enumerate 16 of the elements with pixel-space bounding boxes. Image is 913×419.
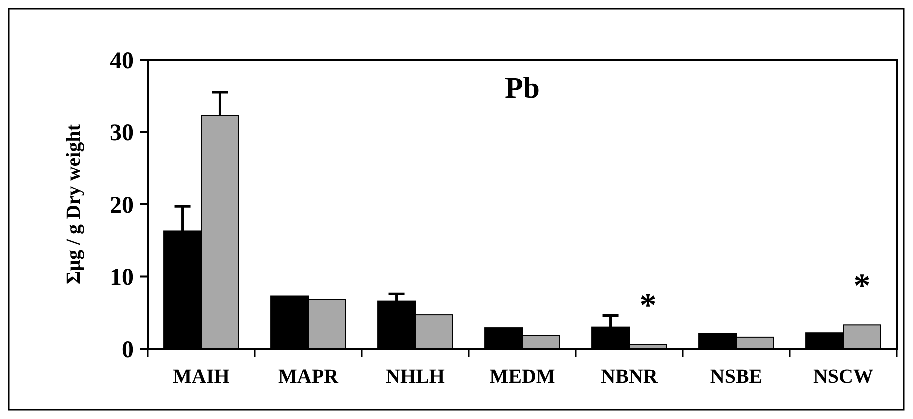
y-tick-label: 0 bbox=[122, 337, 134, 364]
y-tick-label: 10 bbox=[110, 265, 134, 292]
x-tick-label: MEDM bbox=[490, 366, 556, 388]
x-tick-label: NBNR bbox=[601, 366, 658, 388]
x-tick-label: NSBE bbox=[710, 366, 763, 388]
y-tick-label: 40 bbox=[110, 48, 134, 74]
y-tick-label: 20 bbox=[110, 192, 134, 219]
y-axis-title: Σμg / g Dry weight bbox=[63, 124, 85, 284]
annotation: * bbox=[854, 268, 871, 306]
x-tick-label: NSCW bbox=[813, 366, 874, 388]
chart-title: Pb bbox=[504, 72, 540, 105]
x-tick-label: MAPR bbox=[278, 366, 340, 388]
y-tick-label: 30 bbox=[110, 120, 134, 147]
x-tick-label: MAIH bbox=[173, 366, 230, 388]
annotation: * bbox=[640, 288, 657, 325]
x-tick-label: NHLH bbox=[386, 366, 446, 388]
